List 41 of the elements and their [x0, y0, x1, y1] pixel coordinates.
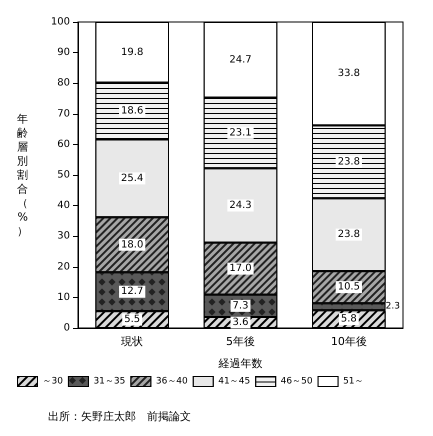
- data-label: 5.8: [340, 314, 357, 325]
- legend-label: 36～40: [156, 376, 188, 386]
- text: 出所：矢野庄太郎 前掲論文: [48, 410, 191, 423]
- y-tick-label: 10: [57, 292, 70, 303]
- legend-label: ～30: [42, 376, 64, 386]
- y-tick-label: 30: [57, 230, 70, 242]
- data-label: 3.6: [232, 316, 248, 328]
- x-axis-title: 経過年数: [218, 357, 262, 370]
- text: 年齢層別割合（%）: [17, 112, 28, 238]
- legend-label: 31～35: [93, 376, 126, 386]
- y-tick-label: 0: [64, 322, 70, 334]
- data-label: 17.0: [229, 263, 252, 274]
- data-label: 23.8: [338, 229, 360, 240]
- x-tick-label: 10年後: [330, 335, 367, 348]
- data-label: 23.1: [229, 127, 252, 138]
- data-label: 33.8: [338, 68, 360, 80]
- data-label: 10.5: [338, 282, 360, 293]
- data-label: 23.8: [338, 156, 360, 168]
- legend-label: 46～50: [280, 376, 313, 386]
- x-tick-label: 5年後: [226, 335, 255, 348]
- y-tick-label: 50: [57, 170, 70, 180]
- data-label: 18.6: [121, 106, 144, 117]
- y-tick-label: 40: [57, 200, 70, 212]
- x-tick-label: 現状: [121, 335, 144, 348]
- data-label: 24.7: [229, 54, 252, 66]
- y-tick-label: 60: [57, 138, 70, 150]
- y-tick-label: 90: [57, 47, 70, 58]
- data-label: 12.7: [121, 286, 144, 298]
- legend-label: 51～: [343, 376, 364, 386]
- y-tick-label: 100: [50, 16, 70, 28]
- data-label: 2.3: [386, 302, 400, 312]
- data-label: 7.3: [232, 300, 248, 312]
- y-tick-label: 20: [57, 261, 70, 272]
- y-tick-label: 80: [57, 78, 70, 89]
- data-label: 5.5: [124, 314, 140, 326]
- data-label: 19.8: [121, 46, 144, 58]
- data-label: 18.0: [121, 239, 144, 250]
- legend-label: 41～45: [218, 376, 250, 386]
- y-tick-label: 70: [57, 108, 70, 120]
- data-label: 25.4: [121, 172, 144, 184]
- data-label: 24.3: [229, 200, 252, 211]
